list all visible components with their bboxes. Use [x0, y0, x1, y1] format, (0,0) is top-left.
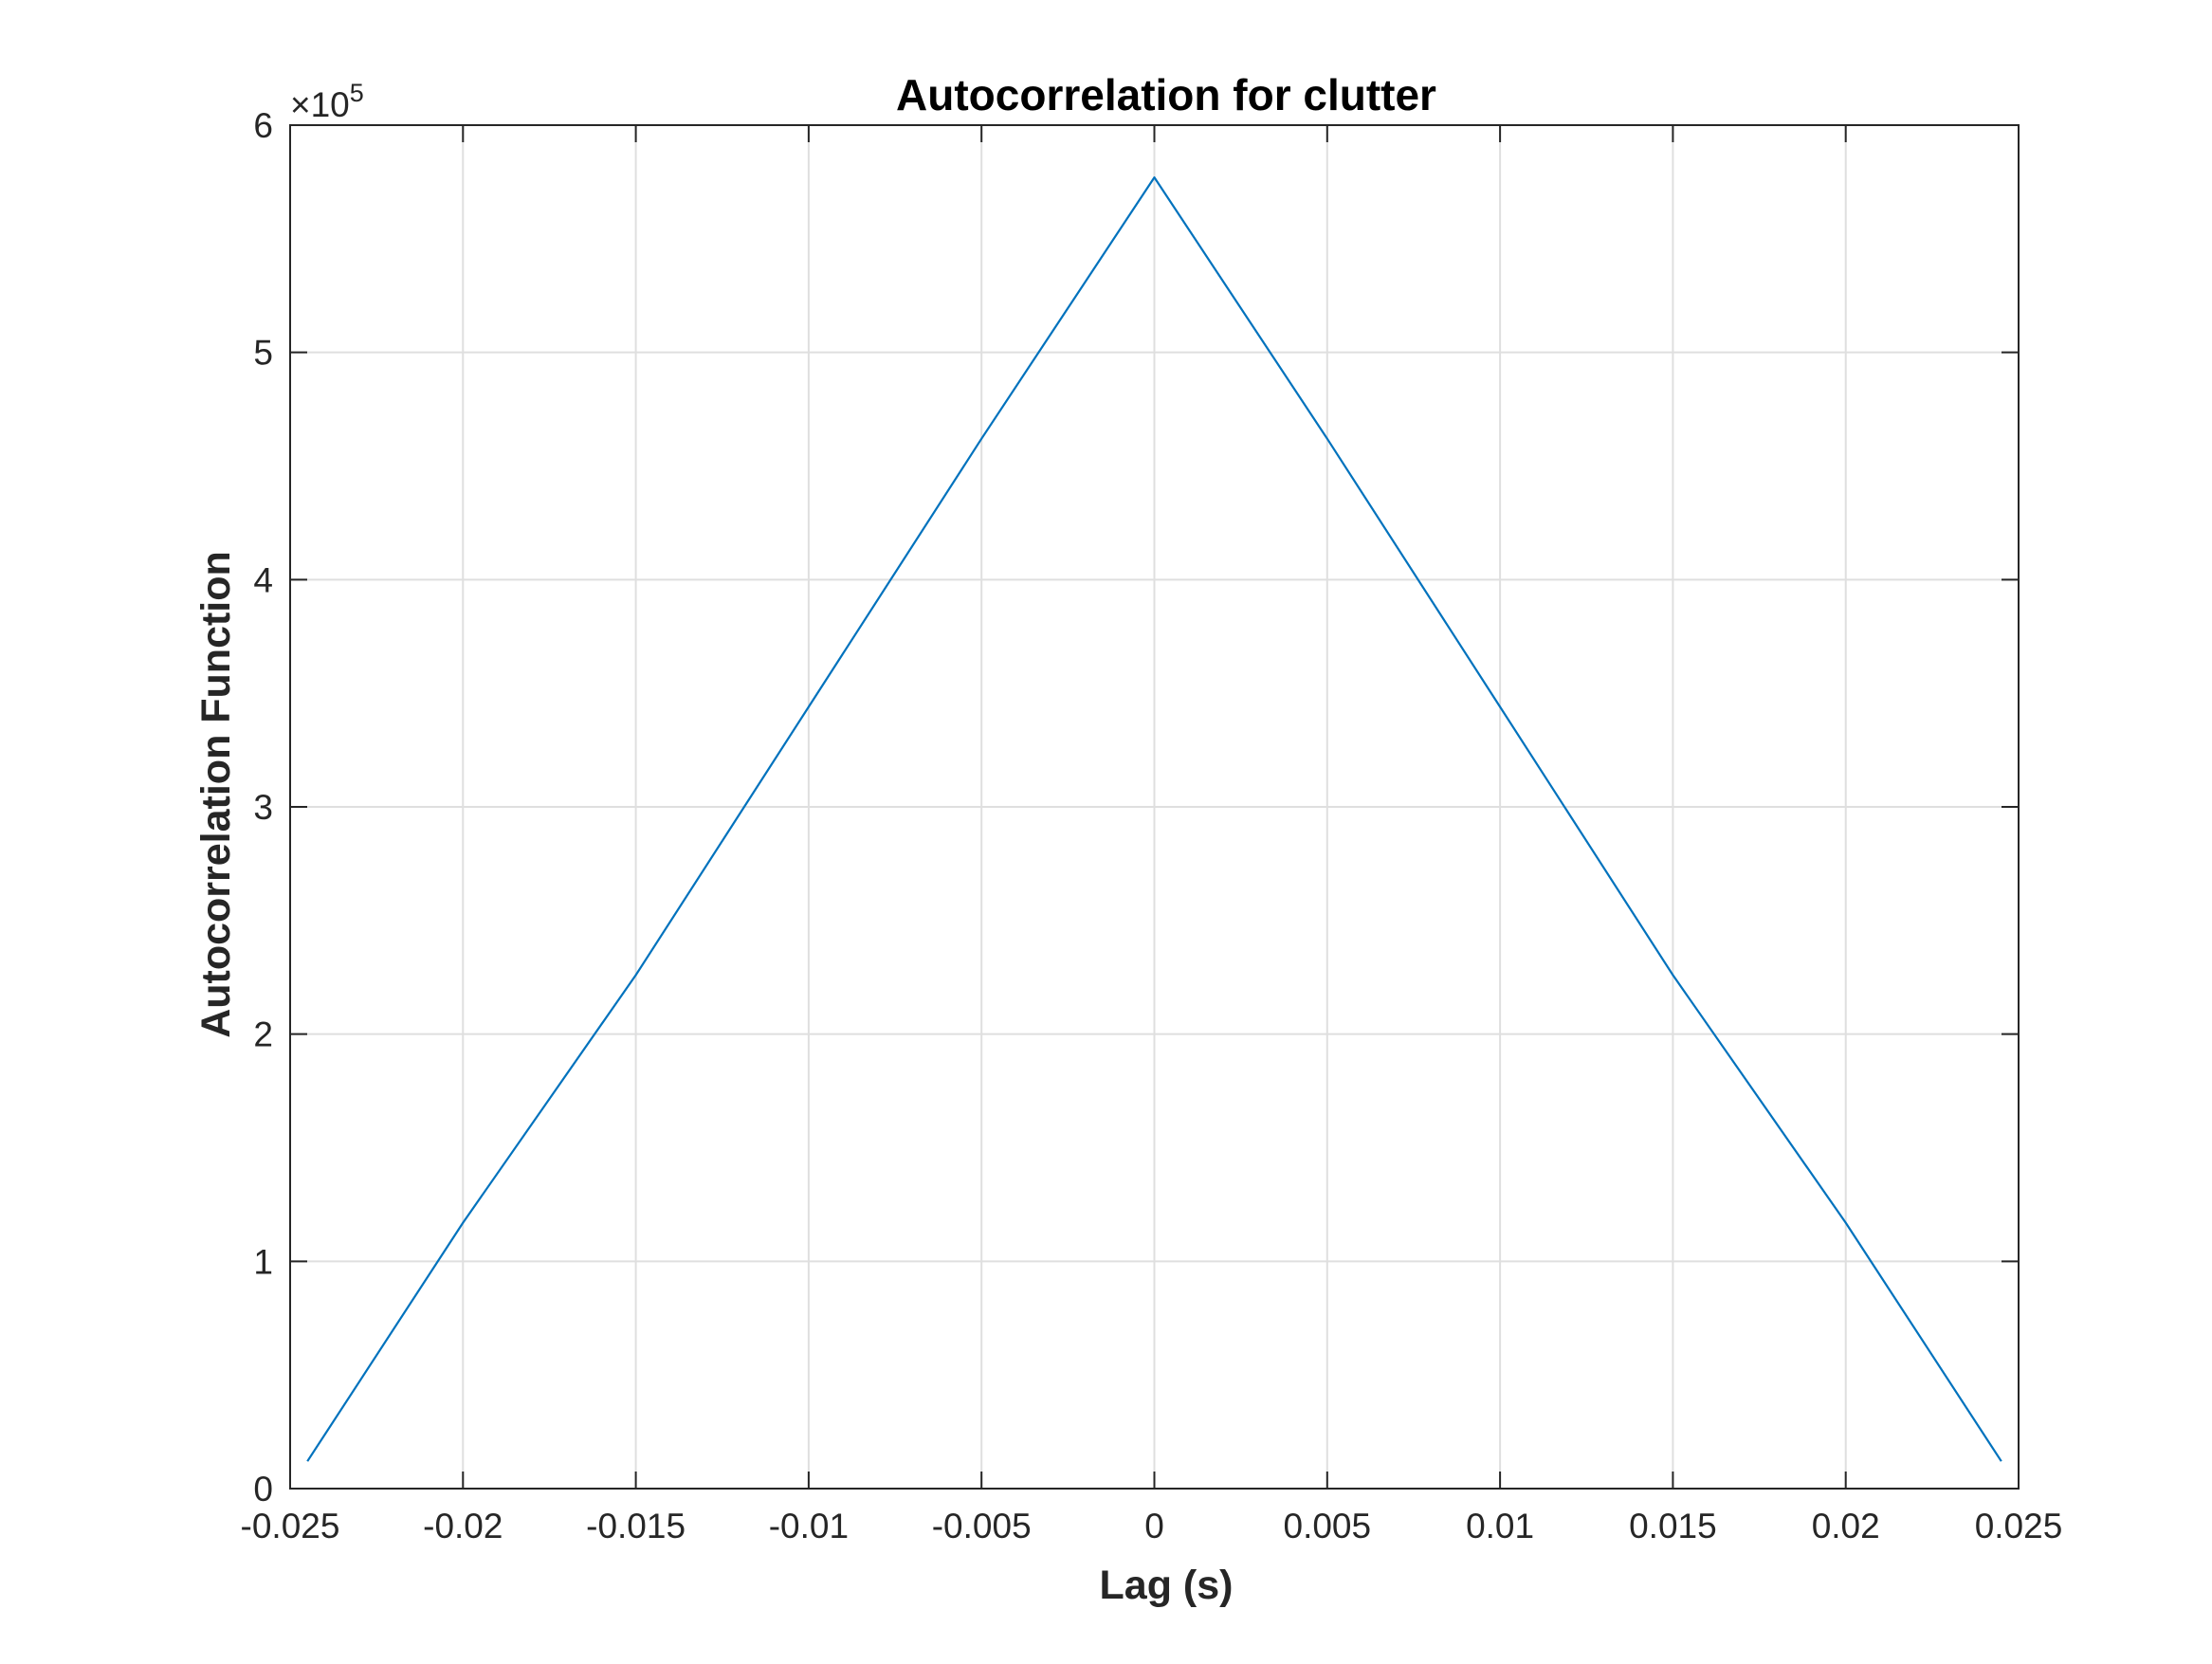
x-tick-label: -0.01: [769, 1507, 849, 1545]
y-tick-label: 0: [253, 1470, 273, 1509]
x-tick-label: -0.015: [586, 1507, 686, 1545]
x-tick-label: 0.005: [1284, 1507, 1372, 1545]
x-tick-label: 0.02: [1812, 1507, 1880, 1545]
x-tick-label: -0.005: [932, 1507, 1032, 1545]
y-tick-label: 1: [253, 1242, 273, 1281]
y-exponent-base: ×10: [290, 85, 350, 124]
y-tick-label: 6: [253, 106, 273, 145]
x-tick-label: 0.01: [1466, 1507, 1534, 1545]
y-exponent-power: 5: [350, 79, 364, 107]
x-axis-title: Lag (s): [1100, 1563, 1234, 1608]
series-line-group: [306, 176, 2002, 1462]
x-tick-label: -0.02: [423, 1507, 503, 1545]
y-tick-label: 2: [253, 1015, 273, 1054]
y-tick-label: 5: [253, 334, 273, 373]
ticks: [289, 124, 2020, 1490]
x-tick-label: 0.025: [1975, 1507, 2063, 1545]
grid: [290, 125, 2019, 1489]
y-axis-title: Autocorrelation Function: [193, 551, 239, 1038]
y-tick-labels: 0 1 2 3 4 5 6: [253, 106, 273, 1509]
series-line: [306, 176, 2002, 1462]
x-tick-label: 0: [1144, 1507, 1164, 1545]
x-tick-label: -0.025: [241, 1507, 340, 1545]
x-tick-label: 0.015: [1629, 1507, 1717, 1545]
y-tick-label: 3: [253, 788, 273, 827]
y-tick-label: 4: [253, 560, 273, 599]
x-tick-labels: -0.025 -0.02 -0.015 -0.01 -0.005 0 0.005 0.01 0.…: [241, 1507, 2063, 1545]
chart-title: Autocorrelation for clutter: [896, 70, 1436, 119]
y-exponent-label: ×105: [290, 79, 364, 124]
